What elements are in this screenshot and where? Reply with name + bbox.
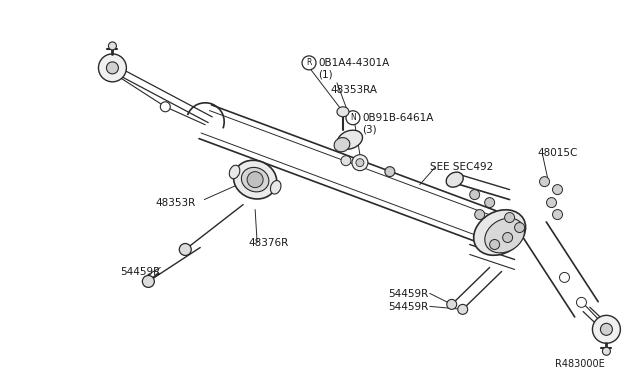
Circle shape (490, 240, 500, 250)
Circle shape (484, 198, 495, 208)
Circle shape (602, 347, 611, 355)
Circle shape (593, 315, 620, 343)
Ellipse shape (337, 107, 349, 117)
Text: 48353RA: 48353RA (330, 85, 377, 95)
Text: 0B91B-6461A: 0B91B-6461A (362, 113, 433, 123)
Circle shape (559, 272, 570, 282)
Circle shape (577, 297, 586, 307)
Circle shape (385, 167, 395, 177)
Ellipse shape (484, 218, 524, 253)
Circle shape (515, 222, 525, 232)
Ellipse shape (474, 210, 525, 255)
Text: N: N (350, 113, 356, 122)
Circle shape (142, 275, 154, 288)
Circle shape (504, 212, 515, 222)
Circle shape (552, 185, 563, 195)
Circle shape (106, 62, 118, 74)
Circle shape (600, 323, 612, 335)
Text: 48353R: 48353R (156, 198, 196, 208)
Text: R483000E: R483000E (554, 359, 604, 369)
Ellipse shape (334, 138, 350, 152)
Circle shape (247, 171, 263, 187)
Circle shape (470, 190, 479, 200)
Circle shape (161, 102, 170, 112)
Text: (3): (3) (362, 125, 376, 135)
Ellipse shape (271, 180, 281, 194)
Circle shape (540, 177, 550, 187)
Ellipse shape (337, 130, 362, 149)
Circle shape (108, 42, 116, 50)
Text: 0B1A4-4301A: 0B1A4-4301A (318, 58, 389, 68)
Circle shape (475, 209, 484, 219)
Text: 48015C: 48015C (538, 148, 578, 158)
Ellipse shape (241, 167, 269, 192)
Circle shape (356, 159, 364, 167)
Text: SEE SEC492: SEE SEC492 (430, 162, 493, 171)
Text: R: R (307, 58, 312, 67)
Text: 54459R: 54459R (388, 302, 428, 312)
Ellipse shape (229, 165, 240, 179)
Circle shape (502, 232, 513, 243)
Text: 48376R: 48376R (248, 237, 289, 247)
Circle shape (99, 54, 126, 82)
Circle shape (341, 155, 351, 166)
Circle shape (179, 244, 191, 256)
Circle shape (302, 56, 316, 70)
Text: (1): (1) (318, 70, 333, 80)
Text: 54459R: 54459R (388, 289, 428, 299)
Circle shape (352, 155, 368, 171)
Ellipse shape (234, 160, 276, 199)
Circle shape (458, 304, 468, 314)
Circle shape (552, 209, 563, 219)
Ellipse shape (446, 172, 463, 187)
Circle shape (547, 198, 557, 208)
Circle shape (346, 111, 360, 125)
Circle shape (447, 299, 457, 310)
Text: 54459R: 54459R (120, 267, 161, 278)
